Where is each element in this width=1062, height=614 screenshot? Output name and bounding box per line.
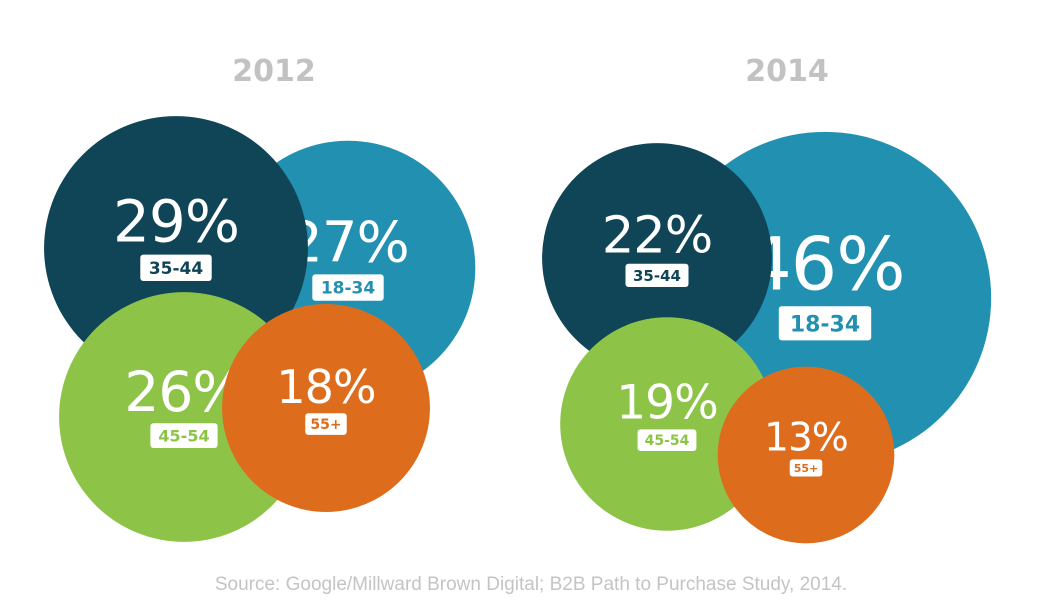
bubble-value-label: 22% bbox=[602, 206, 712, 265]
category-badge bbox=[305, 413, 347, 435]
bubble-55+: 18%55+ bbox=[222, 304, 430, 512]
panel-2014: 2014 46% 18-34 22% 35-44 19% 45-54 13%55+ bbox=[542, 54, 992, 544]
category-badge bbox=[625, 263, 689, 287]
bubble-circle bbox=[222, 304, 430, 512]
panel-title: 2012 bbox=[232, 54, 316, 89]
bubble-charts: 201227%18-3429%35-4426%45-5418%55+201446… bbox=[44, 54, 992, 544]
category-badge bbox=[789, 459, 823, 477]
category-badge bbox=[778, 306, 872, 341]
bubble-value-label: 29% bbox=[113, 187, 239, 255]
category-label: 45-54 bbox=[645, 433, 690, 449]
category-label: 35-44 bbox=[149, 259, 204, 279]
bubble-circle bbox=[542, 143, 772, 373]
category-badge bbox=[312, 274, 384, 301]
category-badge bbox=[150, 423, 218, 449]
category-label: 35-44 bbox=[633, 267, 681, 285]
category-label: 55+ bbox=[310, 417, 341, 433]
category-label: 45-54 bbox=[158, 426, 209, 445]
category-label: 18-34 bbox=[790, 312, 860, 337]
bubble-value-label: 46% bbox=[745, 223, 904, 308]
category-badge bbox=[637, 429, 697, 452]
panel-title: 2014 bbox=[745, 54, 829, 89]
bubble-circle bbox=[560, 317, 774, 531]
category-label: 55+ bbox=[794, 462, 819, 475]
bubble-35-44: 22% 35-44 bbox=[542, 143, 772, 373]
category-badge bbox=[140, 254, 212, 281]
bubble-value-label: 13% bbox=[764, 416, 848, 461]
bubble-55+: 13%55+ bbox=[717, 366, 895, 544]
source-note: Source: Google/Millward Brown Digital; B… bbox=[214, 574, 848, 595]
bubble-value-label: 18% bbox=[276, 360, 375, 414]
bubble-45-54: 19% 45-54 bbox=[560, 317, 774, 531]
bubble-value-label: 19% bbox=[616, 376, 717, 431]
bubble-circle bbox=[717, 366, 895, 544]
category-label: 18-34 bbox=[321, 279, 376, 299]
